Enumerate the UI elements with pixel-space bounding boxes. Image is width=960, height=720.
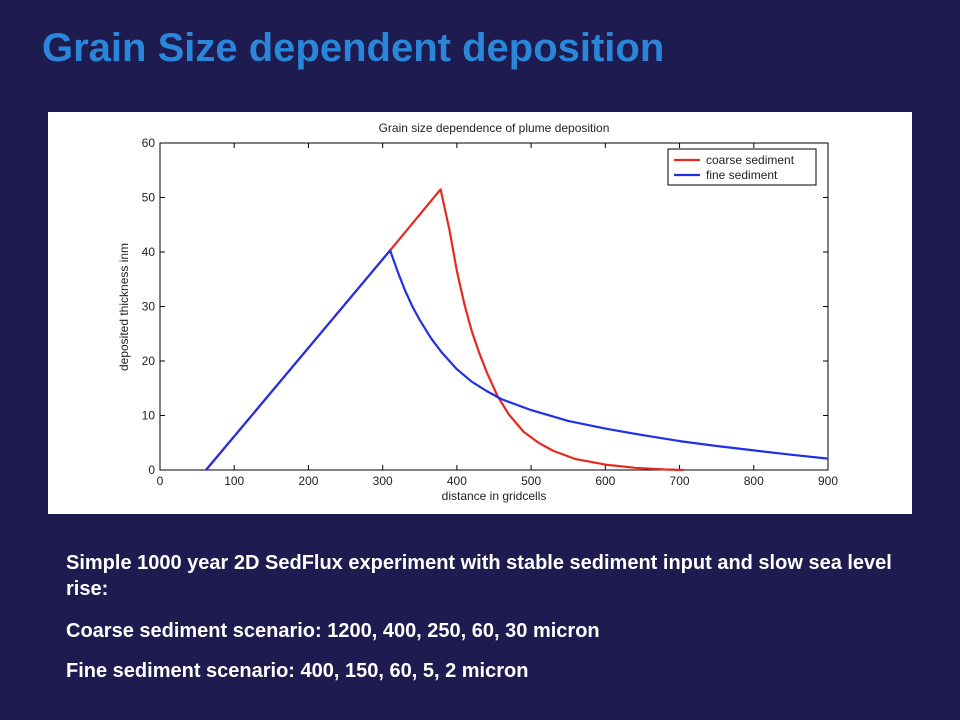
plot-frame xyxy=(159,142,829,471)
caption: Simple 1000 year 2D SedFlux experiment w… xyxy=(66,550,916,698)
y-tick-label: 10 xyxy=(142,409,156,423)
legend-label: fine sediment xyxy=(706,168,778,182)
line-chart: Grain size dependence of plume depositio… xyxy=(117,121,838,503)
y-tick-label: 30 xyxy=(142,300,156,314)
x-tick-label: 800 xyxy=(744,474,764,488)
x-tick-label: 600 xyxy=(595,474,615,488)
y-tick-label: 50 xyxy=(142,191,156,205)
caption-experiment: Simple 1000 year 2D SedFlux experiment w… xyxy=(66,552,892,600)
x-tick-label: 200 xyxy=(298,474,318,488)
x-tick-label: 400 xyxy=(447,474,467,488)
x-tick-label: 900 xyxy=(818,474,838,488)
x-tick-label: 500 xyxy=(521,474,541,488)
x-axis-label: distance in gridcells xyxy=(442,489,547,503)
y-tick-label: 40 xyxy=(142,245,156,259)
x-tick-label: 700 xyxy=(670,474,690,488)
chart-figure: Grain size dependence of plume depositio… xyxy=(48,112,912,514)
y-axis-label: deposited thickness inm xyxy=(117,243,131,371)
x-tick-label: 300 xyxy=(373,474,393,488)
y-tick-label: 0 xyxy=(148,463,155,477)
x-tick-label: 100 xyxy=(224,474,244,488)
slide-title: Grain Size dependent deposition xyxy=(42,26,665,70)
y-tick-label: 60 xyxy=(142,136,156,150)
series-line-coarse xyxy=(205,188,685,472)
y-tick-label: 20 xyxy=(142,354,156,368)
caption-fine-scenario: Fine sediment scenario: 400, 150, 60, 5,… xyxy=(66,660,529,682)
caption-coarse-scenario: Coarse sediment scenario: 1200, 400, 250… xyxy=(66,620,600,642)
legend-label: coarse sediment xyxy=(706,153,795,167)
legend-box xyxy=(667,148,817,186)
x-tick-label: 0 xyxy=(157,474,164,488)
series-line-fine xyxy=(205,249,829,471)
chart-title: Grain size dependence of plume depositio… xyxy=(379,121,610,135)
